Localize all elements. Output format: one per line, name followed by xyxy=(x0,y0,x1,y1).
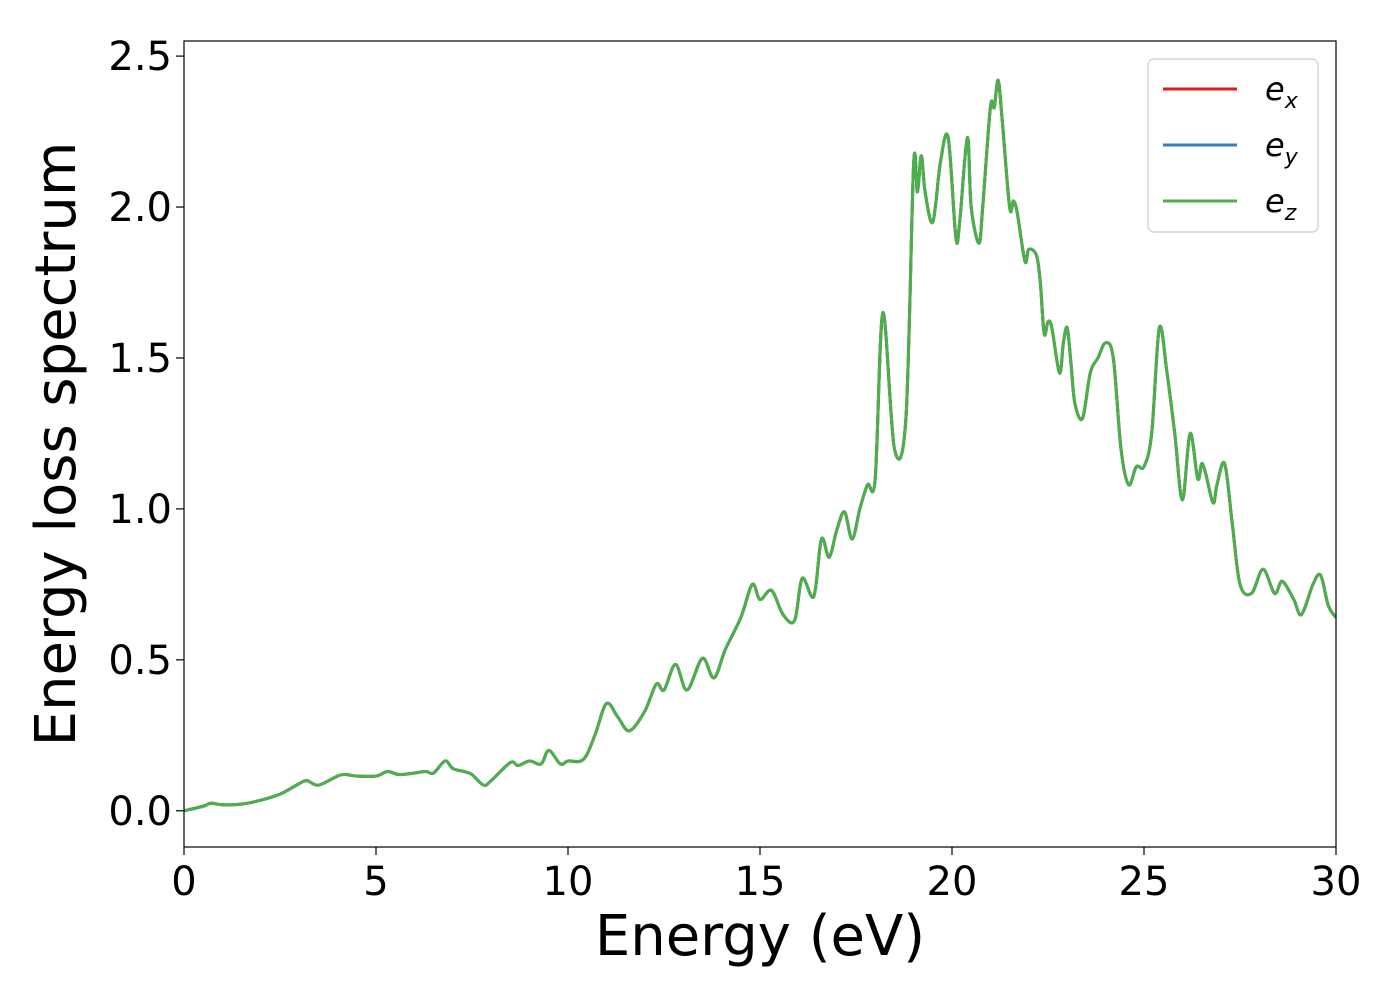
x-tick-label: 15 xyxy=(735,859,786,905)
x-axis-label: Energy (eV) xyxy=(595,904,925,969)
x-tick-label: 5 xyxy=(363,859,388,905)
x-tick-label: 0 xyxy=(171,859,196,905)
series-layer xyxy=(184,78,1336,813)
series-line-e-z xyxy=(184,78,1336,813)
legend-label-e-y: ey xyxy=(1265,126,1299,170)
y-tick-label: 0.5 xyxy=(108,638,172,684)
legend-label-e-x: ex xyxy=(1265,70,1299,114)
x-tick-label: 20 xyxy=(927,859,978,905)
x-tick-label: 10 xyxy=(543,859,594,905)
y-tick-label: 2.5 xyxy=(108,34,172,80)
y-tick-label: 2.0 xyxy=(108,185,172,231)
x-tick-label: 30 xyxy=(1311,859,1362,905)
x-axis-ticks: 0 5 10 15 20 25 30 xyxy=(171,847,1361,905)
y-tick-label: 1.5 xyxy=(108,336,172,382)
y-axis-label: Energy loss spectrum xyxy=(24,142,89,747)
y-tick-label: 1.0 xyxy=(108,487,172,533)
y-tick-label: 0.0 xyxy=(108,789,172,835)
legend-label-e-z: ez xyxy=(1265,182,1297,226)
legend: ex ey ez xyxy=(1147,58,1319,233)
y-axis-ticks: 0.0 0.5 1.0 1.5 2.0 2.5 xyxy=(108,34,184,835)
x-tick-label: 25 xyxy=(1119,859,1170,905)
